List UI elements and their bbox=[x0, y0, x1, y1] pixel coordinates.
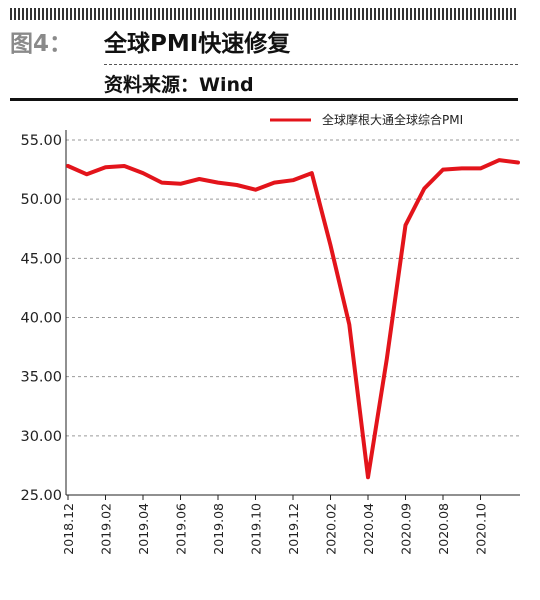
x-tick-label: 2019.02 bbox=[99, 503, 114, 555]
axes bbox=[65, 130, 520, 500]
y-tick-labels: 55.00 50.00 45.00 40.00 35.00 30.00 25.00 bbox=[20, 133, 62, 504]
y-tick-label: 30.00 bbox=[20, 429, 62, 445]
x-tick-label: 2019.04 bbox=[136, 503, 151, 555]
figure-title: 全球PMI快速修复 bbox=[104, 31, 291, 57]
x-tick-label: 2019.08 bbox=[211, 503, 226, 555]
header-rule bbox=[10, 98, 518, 101]
x-tick-label: 2018.12 bbox=[61, 503, 76, 555]
legend-label: 全球摩根大通全球综合PMI bbox=[322, 112, 463, 127]
x-tick-label: 2020.04 bbox=[361, 503, 376, 555]
y-tick-label: 40.00 bbox=[20, 311, 62, 327]
x-tick-labels: 2018.12 2019.02 2019.04 2019.06 2019.08 2019.… bbox=[61, 503, 489, 555]
y-tick-label: 25.00 bbox=[20, 488, 62, 504]
x-tick-label: 2019.06 bbox=[174, 503, 189, 555]
y-tick-label: 45.00 bbox=[20, 251, 62, 267]
x-tick-label: 2020.08 bbox=[436, 503, 451, 555]
grid-lines bbox=[66, 139, 520, 437]
x-tick-label: 2019.12 bbox=[286, 503, 301, 555]
figure-number: 图4： bbox=[10, 31, 73, 57]
y-tick-label: 35.00 bbox=[20, 370, 62, 386]
header-hatch-bar bbox=[10, 8, 518, 20]
y-tick-label: 55.00 bbox=[20, 133, 62, 149]
dashed-divider bbox=[104, 64, 518, 65]
x-tick-label: 2020.10 bbox=[474, 503, 489, 555]
y-tick-label: 50.00 bbox=[20, 192, 62, 208]
x-tick-label: 2020.02 bbox=[324, 503, 339, 555]
x-tick-label: 2020.09 bbox=[399, 503, 414, 555]
source-note: 资料来源：Wind bbox=[104, 74, 254, 96]
series-layer bbox=[66, 158, 520, 480]
x-tick-label: 2019.10 bbox=[249, 503, 264, 555]
legend: 全球摩根大通全球综合PMI bbox=[270, 112, 463, 127]
series-line-global-pmi bbox=[66, 158, 520, 480]
